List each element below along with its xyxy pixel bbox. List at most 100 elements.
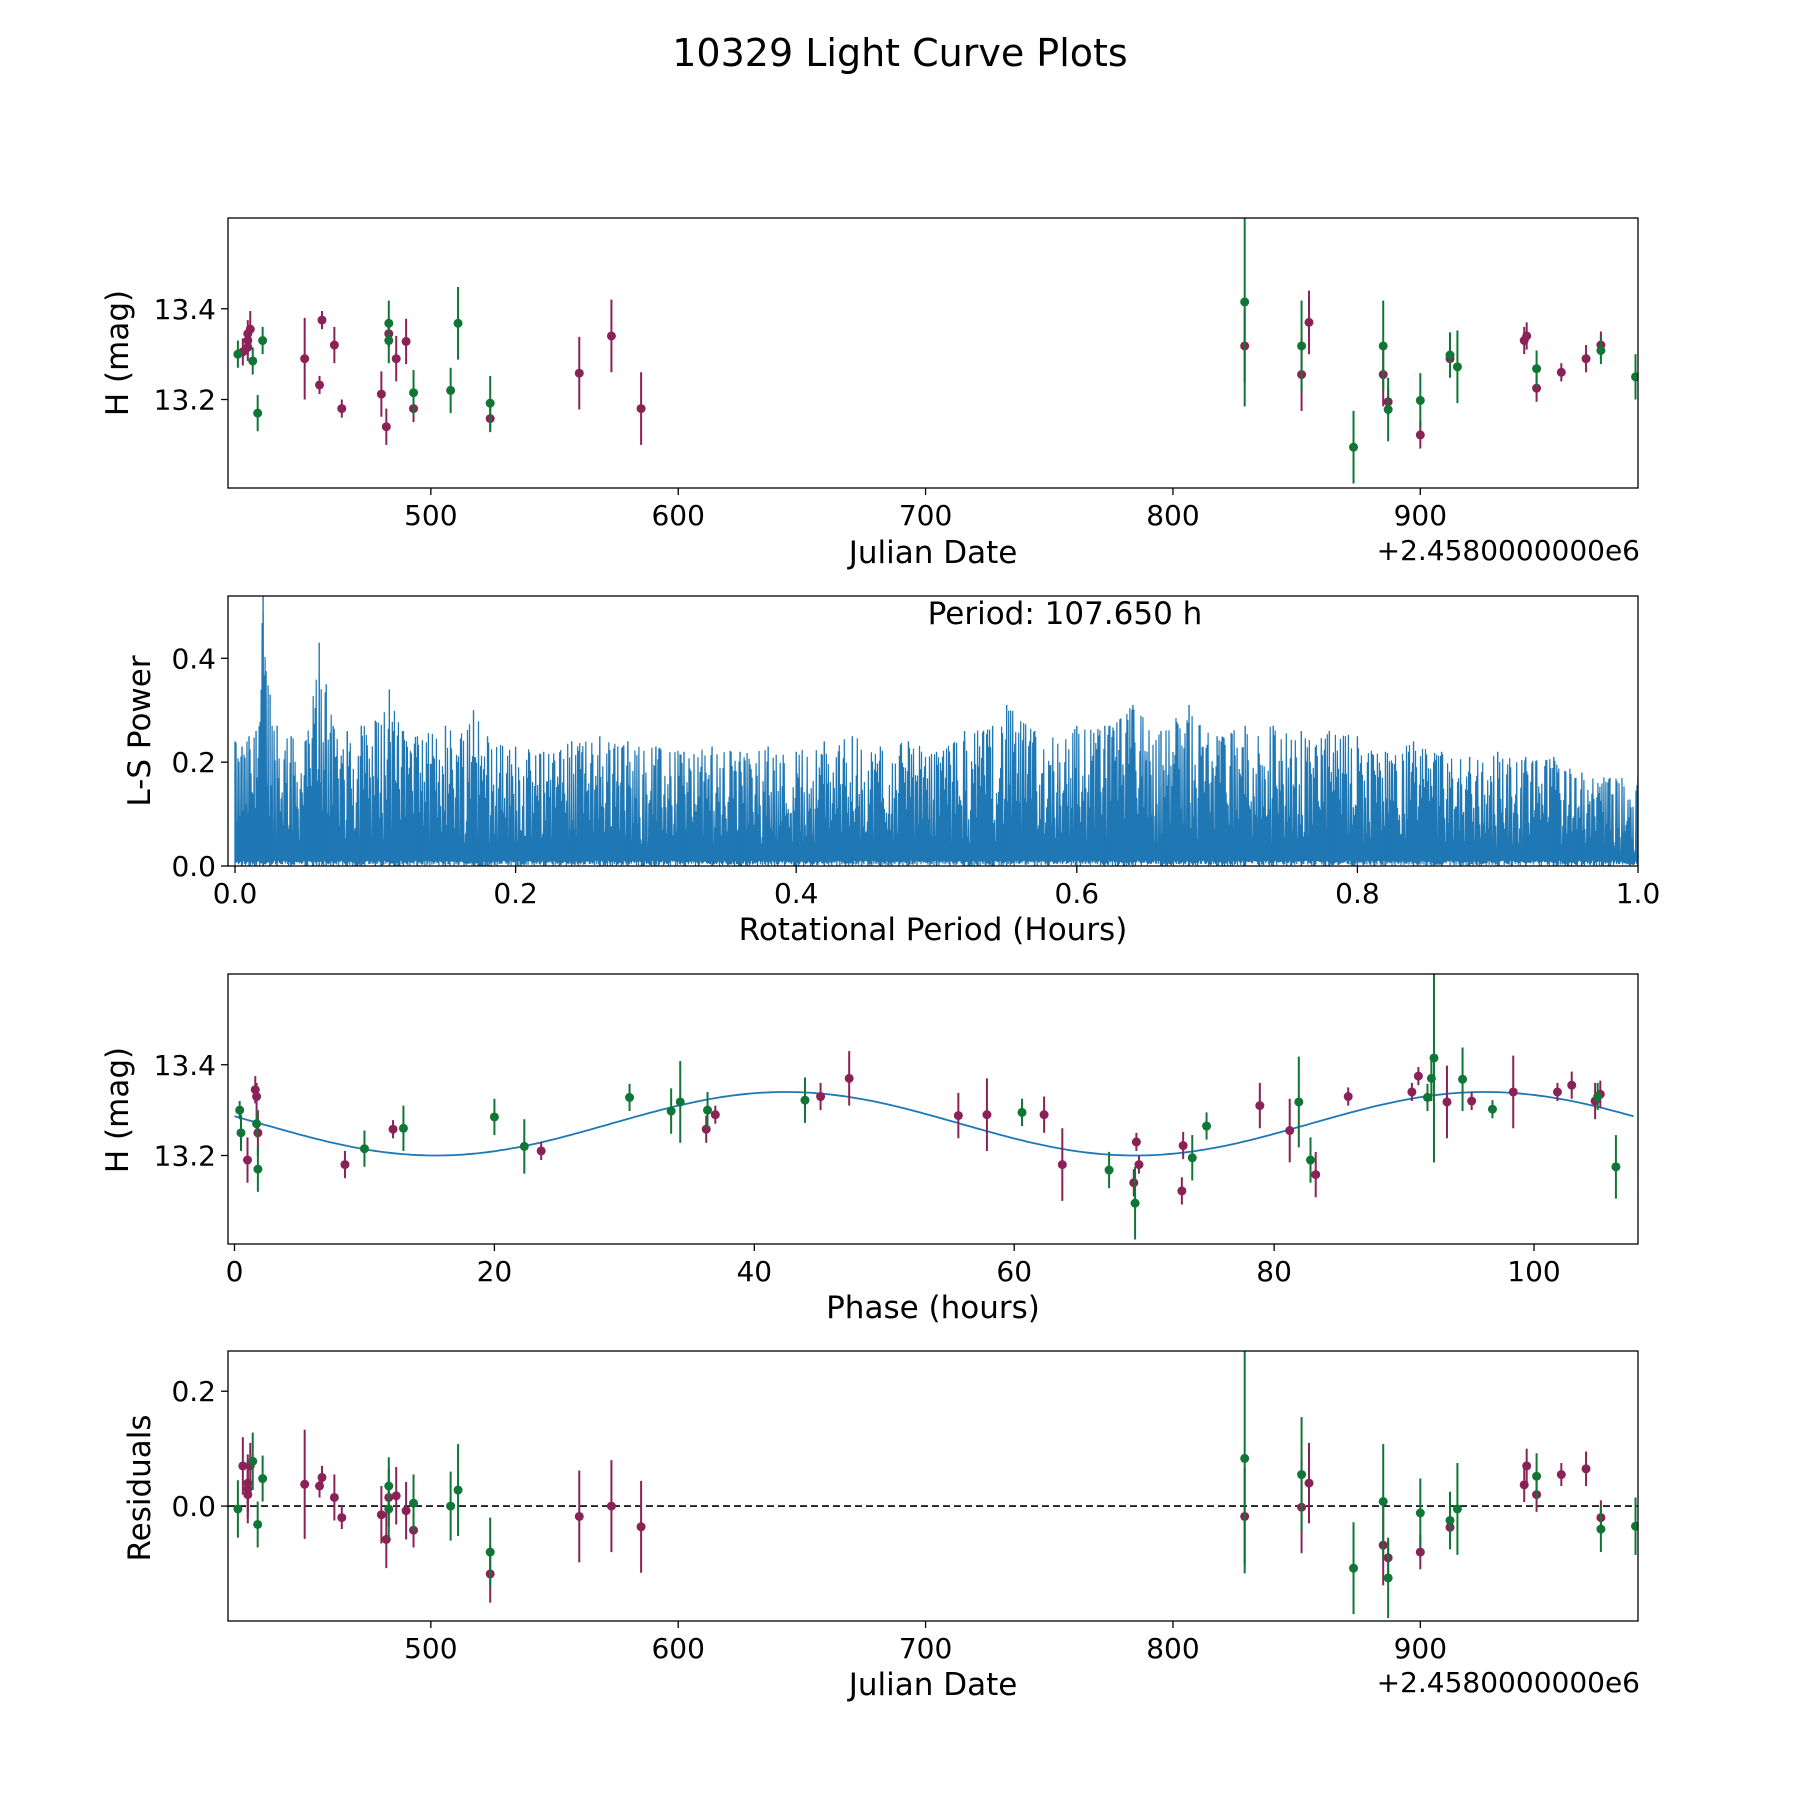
phased-curve-panel: H (mag) Phase (hours) 0 20 40 60 80 100 13.2 13… — [100, 973, 1639, 1326]
residuals-filter_b-point — [446, 1501, 456, 1511]
periodogram-xtick-label: 0.2 — [493, 877, 538, 910]
light-curve-filter_b-point — [1445, 350, 1455, 360]
light-curve-filter_b-point — [1378, 341, 1388, 351]
period-annotation: Period: 107.650 h — [928, 596, 1203, 632]
light-curve-filter_a-point — [574, 368, 584, 378]
light-curve-plot-area — [233, 218, 1638, 484]
phased-curve-filter_a-point — [1131, 1137, 1141, 1147]
residuals-ytick-label: 0.2 — [171, 1375, 216, 1408]
phased-curve-filter_a-point — [1177, 1186, 1187, 1196]
phased-curve-filter_b-point — [519, 1141, 529, 1151]
residuals-filter_b-point — [1378, 1497, 1388, 1507]
residuals-filter_a-point — [300, 1479, 310, 1489]
phased-curve-filter_a-point — [816, 1092, 826, 1102]
residuals-filter_a-point — [636, 1522, 646, 1532]
residuals-filter_b-point — [1631, 1521, 1638, 1531]
light-curve-ylabel: H (mag) — [100, 290, 136, 416]
phased-curve-filter_b-point — [1306, 1155, 1316, 1165]
light-curve-filter_a-point — [1304, 317, 1314, 327]
phased-curve-filter_a-point — [388, 1124, 398, 1134]
phased-curve-xtick-label: 0 — [226, 1255, 244, 1288]
light-curve-xtick-label: 800 — [1146, 499, 1199, 532]
phased-curve-filter_a-point — [242, 1155, 252, 1165]
residuals-filter_b-point — [485, 1547, 495, 1557]
light-curve-filter_b-point — [248, 356, 258, 366]
phased-curve-filter_a-point — [953, 1111, 963, 1121]
phased-curve-filter_b-point — [1017, 1107, 1027, 1117]
light-curve-xtick-label: 500 — [404, 499, 457, 532]
residuals-plot-area — [228, 1351, 1638, 1619]
residuals-panel: Residuals Julian Date +2.4580000000e6 50… — [122, 1350, 1640, 1703]
phased-curve-filter_b-point — [1104, 1165, 1114, 1175]
residuals-filter_a-point — [1556, 1470, 1566, 1480]
phased-curve-ylabel: H (mag) — [100, 1047, 136, 1173]
light-curve-xtick-label: 900 — [1394, 499, 1447, 532]
phased-curve-filter_a-point — [1311, 1170, 1321, 1180]
light-curve-filter_a-point — [636, 404, 646, 414]
residuals-frame — [227, 1350, 1639, 1622]
light-curve-filter_a-point — [401, 336, 411, 346]
light-curve-filter_a-point — [337, 404, 347, 414]
residuals-xtick-label: 900 — [1394, 1632, 1447, 1665]
light-curve-filter_b-point — [453, 318, 463, 328]
phased-curve-filter_a-point — [1508, 1087, 1518, 1097]
residuals-filter_b-point — [384, 1504, 394, 1514]
light-curve-filter_b-point — [1452, 362, 1462, 372]
periodogram-plot-area — [234, 596, 1638, 866]
residuals-filter_a-point — [1415, 1547, 1425, 1557]
light-curve-filter_a-point — [317, 315, 327, 325]
phased-curve-filter_b-point — [1487, 1104, 1497, 1114]
residuals-filter_b-point — [253, 1519, 263, 1529]
light-curve-filter_b-point — [1415, 395, 1425, 405]
phased-curve-xtick-label: 80 — [1256, 1255, 1292, 1288]
light-curve-filter_b-point — [1240, 297, 1250, 307]
phased-curve-filter_a-point — [1567, 1080, 1577, 1090]
light-curve-filter_a-point — [1581, 354, 1591, 364]
phased-curve-xtick-label: 40 — [736, 1255, 772, 1288]
periodogram-xtick-label: 0.8 — [1335, 877, 1380, 910]
light-curve-filter_b-point — [1297, 341, 1307, 351]
light-curve-filter_b-point — [1596, 346, 1606, 356]
residuals-filter_b-point — [248, 1456, 258, 1466]
residuals-xtick-label: 500 — [404, 1632, 457, 1665]
light-curve-filter_b-point — [1383, 404, 1393, 414]
phased-curve-filter_b-point — [1202, 1121, 1212, 1131]
phased-curve-filter_b-point — [666, 1106, 676, 1116]
residuals-xtick-label: 600 — [651, 1632, 704, 1665]
light-curve-ytick-label: 13.2 — [154, 384, 216, 417]
phased-curve-filter_b-point — [236, 1128, 246, 1138]
residuals-filter_b-point — [233, 1504, 243, 1514]
light-curve-filter_a-point — [1415, 430, 1425, 440]
light-curve-filter_a-point — [329, 340, 339, 350]
phased-curve-filter_a-point — [1134, 1160, 1144, 1170]
residuals-filter_a-point — [329, 1492, 339, 1502]
phased-curve-ytick-label: 13.2 — [154, 1140, 216, 1173]
light-curve-ytick-label: 13.4 — [154, 293, 216, 326]
phased-curve-xtick-label: 100 — [1507, 1255, 1560, 1288]
phased-curve-filter_a-point — [982, 1110, 992, 1120]
periodogram-xtick-label: 1.0 — [1616, 877, 1661, 910]
light-curve-xtick-label: 700 — [899, 499, 952, 532]
figure-title: 10329 Light Curve Plots — [672, 31, 1127, 75]
residuals-ytick-label: 0.0 — [171, 1490, 216, 1523]
phased-curve-filter_b-point — [253, 1164, 263, 1174]
phased-curve-filter_a-point — [1413, 1071, 1423, 1081]
periodogram-frame — [227, 595, 1639, 867]
light-curve-xtick-label: 600 — [651, 499, 704, 532]
light-curve-filter_b-point — [258, 336, 268, 346]
phased-curve-filter_b-point — [398, 1123, 408, 1133]
phased-curve-frame — [227, 973, 1639, 1245]
residuals-filter_a-point — [337, 1513, 347, 1523]
periodogram-ytick-label: 0.4 — [171, 642, 216, 675]
periodogram-xtick-label: 0.4 — [774, 877, 819, 910]
phased-curve-filter_a-point — [1039, 1110, 1049, 1120]
light-curve-filter_a-point — [1522, 331, 1532, 341]
residuals-filter_a-point — [1581, 1464, 1591, 1474]
phased-curve-filter_a-point — [1129, 1178, 1139, 1188]
phased-curve-filter_a-point — [253, 1128, 263, 1138]
phased-curve-filter_a-point — [1057, 1160, 1067, 1170]
residuals-filter_b-point — [1445, 1515, 1455, 1525]
light-curve-filter_a-point — [315, 380, 325, 390]
light-curve-filter_a-point — [376, 389, 386, 399]
